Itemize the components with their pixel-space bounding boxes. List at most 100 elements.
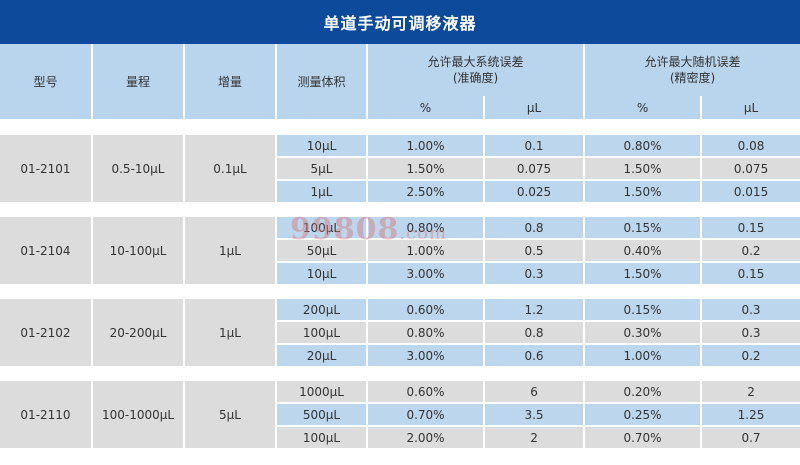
- rand-percent-cell: 0.20%: [584, 381, 703, 404]
- range-cell: 100-1000μL: [92, 381, 185, 450]
- sys-percent-cell: 2.00%: [367, 426, 485, 450]
- header-unit-row: % μL % μL: [0, 96, 800, 119]
- volume-cell: 1000μL: [276, 381, 368, 404]
- header-rand-percent: %: [584, 96, 703, 119]
- range-cell: 10-100μL: [92, 217, 185, 286]
- rand-percent-cell: 0.40%: [584, 239, 703, 263]
- rand-percent-cell: 1.50%: [584, 262, 703, 286]
- volume-cell: 50μL: [276, 239, 368, 263]
- sys-percent-cell: 1.50%: [367, 157, 485, 181]
- table-row: 100μL 0.80% 0.8 0.30% 0.3: [0, 321, 800, 345]
- rand-percent-cell: 1.50%: [584, 157, 703, 181]
- rand-ul-cell: 0.2: [701, 239, 800, 263]
- sys-percent-cell: 3.00%: [367, 262, 485, 286]
- sys-ul-cell: 0.1: [484, 135, 586, 158]
- rand-ul-cell: 1.25: [701, 403, 800, 427]
- sys-percent-cell: 1.00%: [367, 239, 485, 263]
- header-range: 量程: [92, 44, 185, 119]
- rand-ul-cell: 0.15: [701, 217, 800, 240]
- header-increment: 增量: [184, 44, 277, 119]
- rand-percent-cell: 0.15%: [584, 299, 703, 322]
- volume-cell: 5μL: [276, 157, 368, 181]
- sys-percent-cell: 0.80%: [367, 321, 485, 345]
- group-spacer: [0, 285, 800, 299]
- volume-cell: 200μL: [276, 299, 368, 322]
- increment-cell: 5μL: [184, 381, 277, 450]
- sys-ul-cell: 0.8: [484, 321, 586, 345]
- rand-percent-cell: 0.70%: [584, 426, 703, 450]
- table-row: 5μL 1.50% 0.075 1.50% 0.075: [0, 157, 800, 181]
- header-sys-percent: %: [367, 96, 485, 119]
- table-row: 100μL 2.00% 2 0.70% 0.7: [0, 426, 800, 450]
- volume-cell: 10μL: [276, 135, 368, 158]
- sys-ul-cell: 3.5: [484, 403, 586, 427]
- volume-cell: 1μL: [276, 180, 368, 204]
- sys-ul-cell: 0.075: [484, 157, 586, 181]
- rand-ul-cell: 0.7: [701, 426, 800, 450]
- rand-ul-cell: 0.015: [701, 180, 800, 204]
- increment-cell: 1μL: [184, 217, 277, 286]
- header-row: 型号 量程 增量 测量体积 允许最大系统误差 (准确度) 允许最大随机误差 (精…: [0, 44, 800, 119]
- header-systematic-title: 允许最大系统误差: [427, 55, 524, 69]
- sys-percent-cell: 1.00%: [367, 135, 485, 158]
- group-spacer: [0, 367, 800, 381]
- increment-cell: 0.1μL: [184, 135, 277, 204]
- header-rand-ul: μL: [701, 96, 800, 119]
- rand-percent-cell: 0.30%: [584, 321, 703, 345]
- range-cell: 0.5-10μL: [92, 135, 185, 204]
- rand-percent-cell: 0.25%: [584, 403, 703, 427]
- header-random-title: 允许最大随机误差: [644, 55, 741, 69]
- range-cell: 20-200μL: [92, 299, 185, 368]
- rand-ul-cell: 0.08: [701, 135, 800, 158]
- rand-ul-cell: 0.075: [701, 157, 800, 181]
- table-title: 单道手动可调移液器: [0, 0, 800, 44]
- model-cell: 01-2104: [0, 217, 93, 286]
- header-test-volume: 测量体积: [276, 44, 368, 119]
- increment-cell: 1μL: [184, 299, 277, 368]
- volume-cell: 100μL: [276, 321, 368, 345]
- rand-ul-cell: 0.3: [701, 299, 800, 322]
- spec-table: 型号 量程 增量 测量体积 允许最大系统误差 (准确度) 允许最大随机误差 (精…: [0, 44, 800, 450]
- model-cell: 01-2110: [0, 381, 93, 450]
- rand-ul-cell: 0.2: [701, 344, 800, 368]
- volume-cell: 100μL: [276, 217, 368, 240]
- header-systematic-error: 允许最大系统误差 (准确度): [367, 44, 586, 97]
- table-row: 20μL 3.00% 0.6 1.00% 0.2: [0, 344, 800, 368]
- volume-cell: 10μL: [276, 262, 368, 286]
- header-systematic-sub: (准确度): [452, 71, 499, 85]
- volume-cell: 100μL: [276, 426, 368, 450]
- model-cell: 01-2102: [0, 299, 93, 368]
- sys-ul-cell: 0.8: [484, 217, 586, 240]
- rand-ul-cell: 0.3: [701, 321, 800, 345]
- rand-ul-cell: 2: [701, 381, 800, 404]
- header-model: 型号: [0, 44, 93, 119]
- table-row: 01-2102 20-200μL 1μL 200μL 0.60% 1.2 0.1…: [0, 299, 800, 368]
- sys-percent-cell: 0.60%: [367, 381, 485, 404]
- sys-ul-cell: 2: [484, 426, 586, 450]
- sys-percent-cell: 0.80%: [367, 217, 485, 240]
- sys-ul-cell: 0.025: [484, 180, 586, 204]
- sys-ul-cell: 1.2: [484, 299, 586, 322]
- table-row: 10μL 3.00% 0.3 1.50% 0.15: [0, 262, 800, 286]
- sys-percent-cell: 2.50%: [367, 180, 485, 204]
- sys-ul-cell: 0.3: [484, 262, 586, 286]
- sys-percent-cell: 3.00%: [367, 344, 485, 368]
- rand-percent-cell: 0.15%: [584, 217, 703, 240]
- header-random-error: 允许最大随机误差 (精密度): [584, 44, 800, 97]
- group-spacer: [0, 119, 800, 135]
- sys-ul-cell: 6: [484, 381, 586, 404]
- sys-percent-cell: 0.70%: [367, 403, 485, 427]
- volume-cell: 500μL: [276, 403, 368, 427]
- header-sys-ul: μL: [484, 96, 586, 119]
- group-spacer: [0, 203, 800, 217]
- sys-ul-cell: 0.6: [484, 344, 586, 368]
- table-row: 50μL 1.00% 0.5 0.40% 0.2: [0, 239, 800, 263]
- table-row: 01-2110 100-1000μL 5μL 1000μL 0.60% 6 0.…: [0, 381, 800, 450]
- model-cell: 01-2101: [0, 135, 93, 204]
- rand-percent-cell: 1.00%: [584, 344, 703, 368]
- table-row: 01-2101 0.5-10μL 0.1μL 10μL 1.00% 0.1 0.…: [0, 135, 800, 204]
- table-row: 01-2104 10-100μL 1μL 100μL 0.80% 0.8 0.1…: [0, 217, 800, 286]
- rand-percent-cell: 1.50%: [584, 180, 703, 204]
- table-row: 500μL 0.70% 3.5 0.25% 1.25: [0, 403, 800, 427]
- rand-percent-cell: 0.80%: [584, 135, 703, 158]
